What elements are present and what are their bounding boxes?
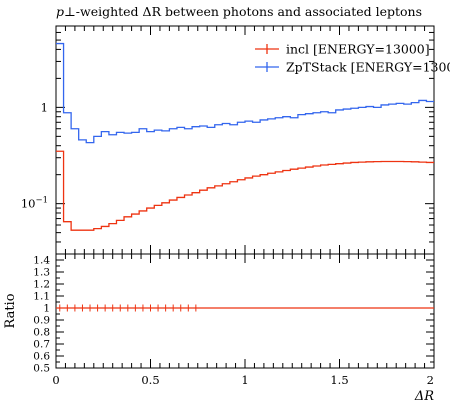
ratio-y-tick-label: 1.1: [33, 291, 50, 303]
main-y-tick-label: 1: [41, 100, 48, 114]
x-axis-title: ΔR: [414, 389, 434, 404]
ratio-y-tick-label: 0.7: [33, 339, 50, 351]
ratio-y-tick-label: 0.5: [33, 363, 50, 375]
x-tick-label: 0.5: [141, 373, 159, 387]
main-y-axis: 1 10−1: [21, 25, 434, 255]
series-layer: [56, 42, 434, 231]
ratio-y-tick-label: 1.2: [33, 279, 50, 291]
ratio-y-axis: 0.50.60.70.80.911.11.21.31.4: [33, 255, 434, 375]
ratio-y-axis-title: Ratio: [3, 293, 18, 328]
ratio-layer: [56, 304, 434, 312]
x-tick-label: 1.5: [330, 373, 348, 387]
legend-label: incl [ENERGY=13000]: [286, 42, 430, 57]
ratio-y-tick-label: 1.3: [33, 267, 50, 279]
ratio-y-tick-label: 0.8: [33, 327, 50, 339]
series-zptstack-line: [56, 42, 434, 144]
chart-title: p⊥-weighted ΔR between photons and assoc…: [56, 4, 422, 19]
ratio-y-tick-label: 0.9: [33, 315, 50, 327]
ratio-y-tick-label: 1: [43, 303, 50, 315]
ratio-y-tick-label: 0.6: [33, 351, 50, 363]
x-tick-label: 0: [52, 373, 59, 387]
legend-label: ZpTStack [ENERGY=1300: [286, 60, 450, 75]
series-incl-line: [56, 150, 434, 231]
x-axis: 0 0.5 1 1.5 2: [52, 26, 435, 387]
ratio-y-tick-label: 1.4: [33, 255, 50, 267]
x-tick-label: 2: [427, 373, 434, 387]
x-tick-label: 1: [241, 373, 248, 387]
legend: incl [ENERGY=13000] ZpTStack [ENERGY=1300: [255, 42, 450, 75]
main-y-tick-label: 10−1: [21, 196, 48, 211]
